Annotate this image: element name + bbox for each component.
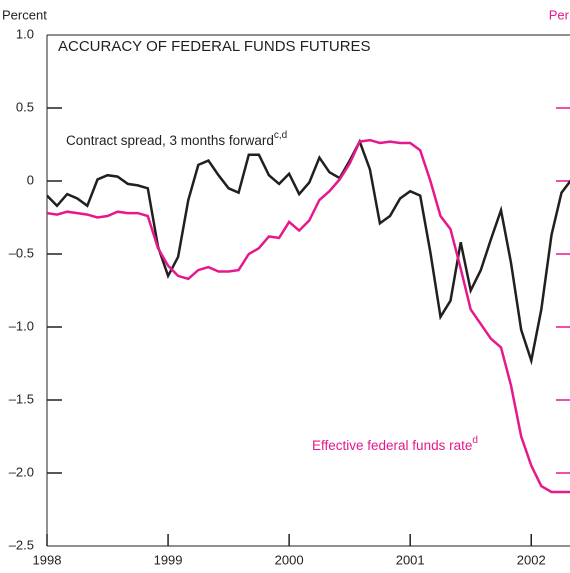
plot-area [47,138,570,494]
y-tick-label: 0 [27,172,34,187]
x-tick-label: 2000 [275,552,304,567]
y-axis-label: Percent [2,7,47,22]
x-tick-label: 1998 [33,552,62,567]
y-tick-label: –1.5 [9,391,34,406]
y-tick-label: –1.0 [9,318,34,333]
x-tick-label: 2001 [396,552,425,567]
y-tick-label: –0.5 [9,245,34,260]
annotation-text: Contract spread, 3 months forward [66,133,274,148]
y-tick-label: 0.5 [16,99,34,114]
y-tick-label: –2.0 [9,464,34,479]
annotation: Effective federal funds rated [312,435,478,453]
y-tick-label: 1.0 [16,26,34,41]
annotation-sup: d [472,435,478,446]
x-tick-label: 1999 [154,552,183,567]
y-tick-label: –2.5 [9,537,34,552]
y2-axis-label: Per [549,7,570,22]
series-line [47,138,570,366]
chart-title: ACCURACY OF FEDERAL FUNDS FUTURES [58,38,371,55]
annotation: Contract spread, 3 months forwardc,d [66,130,287,148]
series-line [47,138,570,494]
annotation-sup: c,d [274,130,287,141]
x-tick-label: 2002 [517,552,546,567]
annotation-text: Effective federal funds rate [312,438,472,453]
